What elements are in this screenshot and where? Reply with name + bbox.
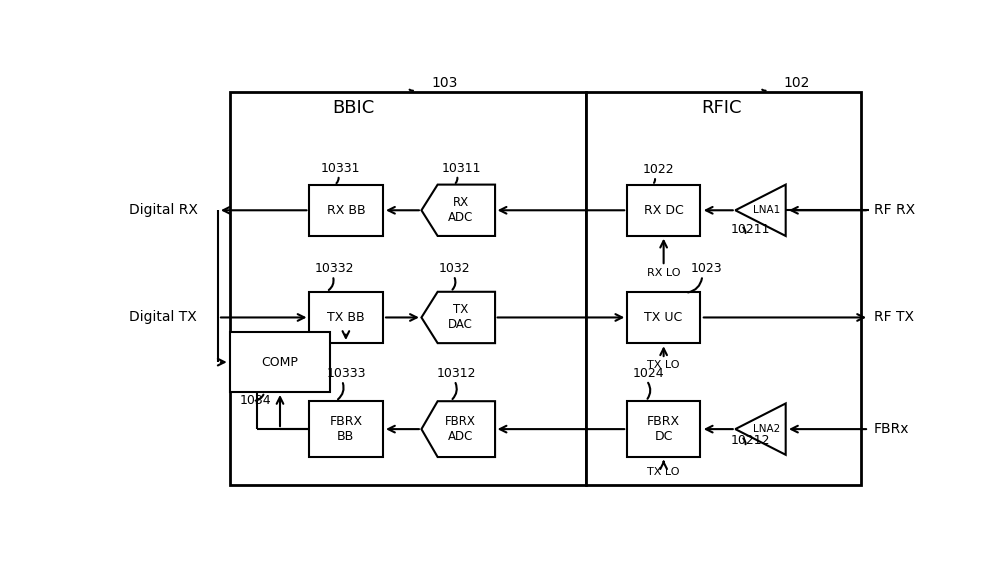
Text: FBRX
ADC: FBRX ADC (445, 415, 476, 443)
Polygon shape (421, 292, 495, 343)
Polygon shape (421, 401, 495, 457)
Text: RF RX: RF RX (874, 203, 915, 218)
Text: FBRx: FBRx (874, 422, 909, 436)
Text: 1024: 1024 (633, 367, 664, 380)
Text: 10333: 10333 (326, 367, 366, 380)
Text: TX BB: TX BB (327, 311, 365, 324)
Text: FBRX
DC: FBRX DC (647, 415, 680, 443)
FancyBboxPatch shape (627, 184, 700, 236)
Text: 1023: 1023 (691, 262, 722, 275)
Text: TX LO: TX LO (647, 360, 680, 370)
Text: RX BB: RX BB (327, 204, 365, 217)
Text: 1032: 1032 (439, 262, 471, 275)
Text: 10332: 10332 (315, 262, 354, 275)
Text: RFIC: RFIC (702, 99, 742, 117)
Text: 1022: 1022 (643, 163, 674, 176)
Text: 10331: 10331 (320, 162, 360, 175)
FancyBboxPatch shape (230, 92, 586, 485)
FancyBboxPatch shape (309, 292, 383, 343)
FancyBboxPatch shape (627, 292, 700, 343)
Text: 1034: 1034 (240, 394, 271, 407)
FancyBboxPatch shape (586, 92, 861, 485)
Polygon shape (735, 184, 786, 236)
Text: 10212: 10212 (731, 434, 771, 447)
FancyBboxPatch shape (627, 401, 700, 457)
Text: RX
ADC: RX ADC (448, 196, 473, 224)
Text: TX
DAC: TX DAC (448, 303, 473, 331)
Polygon shape (421, 184, 495, 236)
Text: COMP: COMP (262, 356, 298, 369)
Text: 10311: 10311 (441, 162, 481, 175)
Text: RX LO: RX LO (647, 268, 680, 278)
FancyBboxPatch shape (230, 332, 330, 392)
Text: LNA1: LNA1 (753, 205, 780, 215)
Text: 102: 102 (784, 76, 810, 90)
Text: Digital RX: Digital RX (129, 203, 198, 218)
Text: RX DC: RX DC (644, 204, 684, 217)
FancyBboxPatch shape (309, 401, 383, 457)
Text: 10312: 10312 (437, 367, 476, 380)
Text: FBRX
BB: FBRX BB (329, 415, 362, 443)
Text: RF TX: RF TX (874, 310, 914, 324)
FancyBboxPatch shape (309, 184, 383, 236)
Text: 103: 103 (431, 76, 458, 90)
Text: TX LO: TX LO (647, 466, 680, 477)
Text: 10211: 10211 (731, 223, 771, 235)
Text: TX UC: TX UC (644, 311, 683, 324)
Text: LNA2: LNA2 (753, 424, 780, 434)
Text: Digital TX: Digital TX (129, 310, 197, 324)
Polygon shape (735, 404, 786, 455)
Text: BBIC: BBIC (332, 99, 375, 117)
